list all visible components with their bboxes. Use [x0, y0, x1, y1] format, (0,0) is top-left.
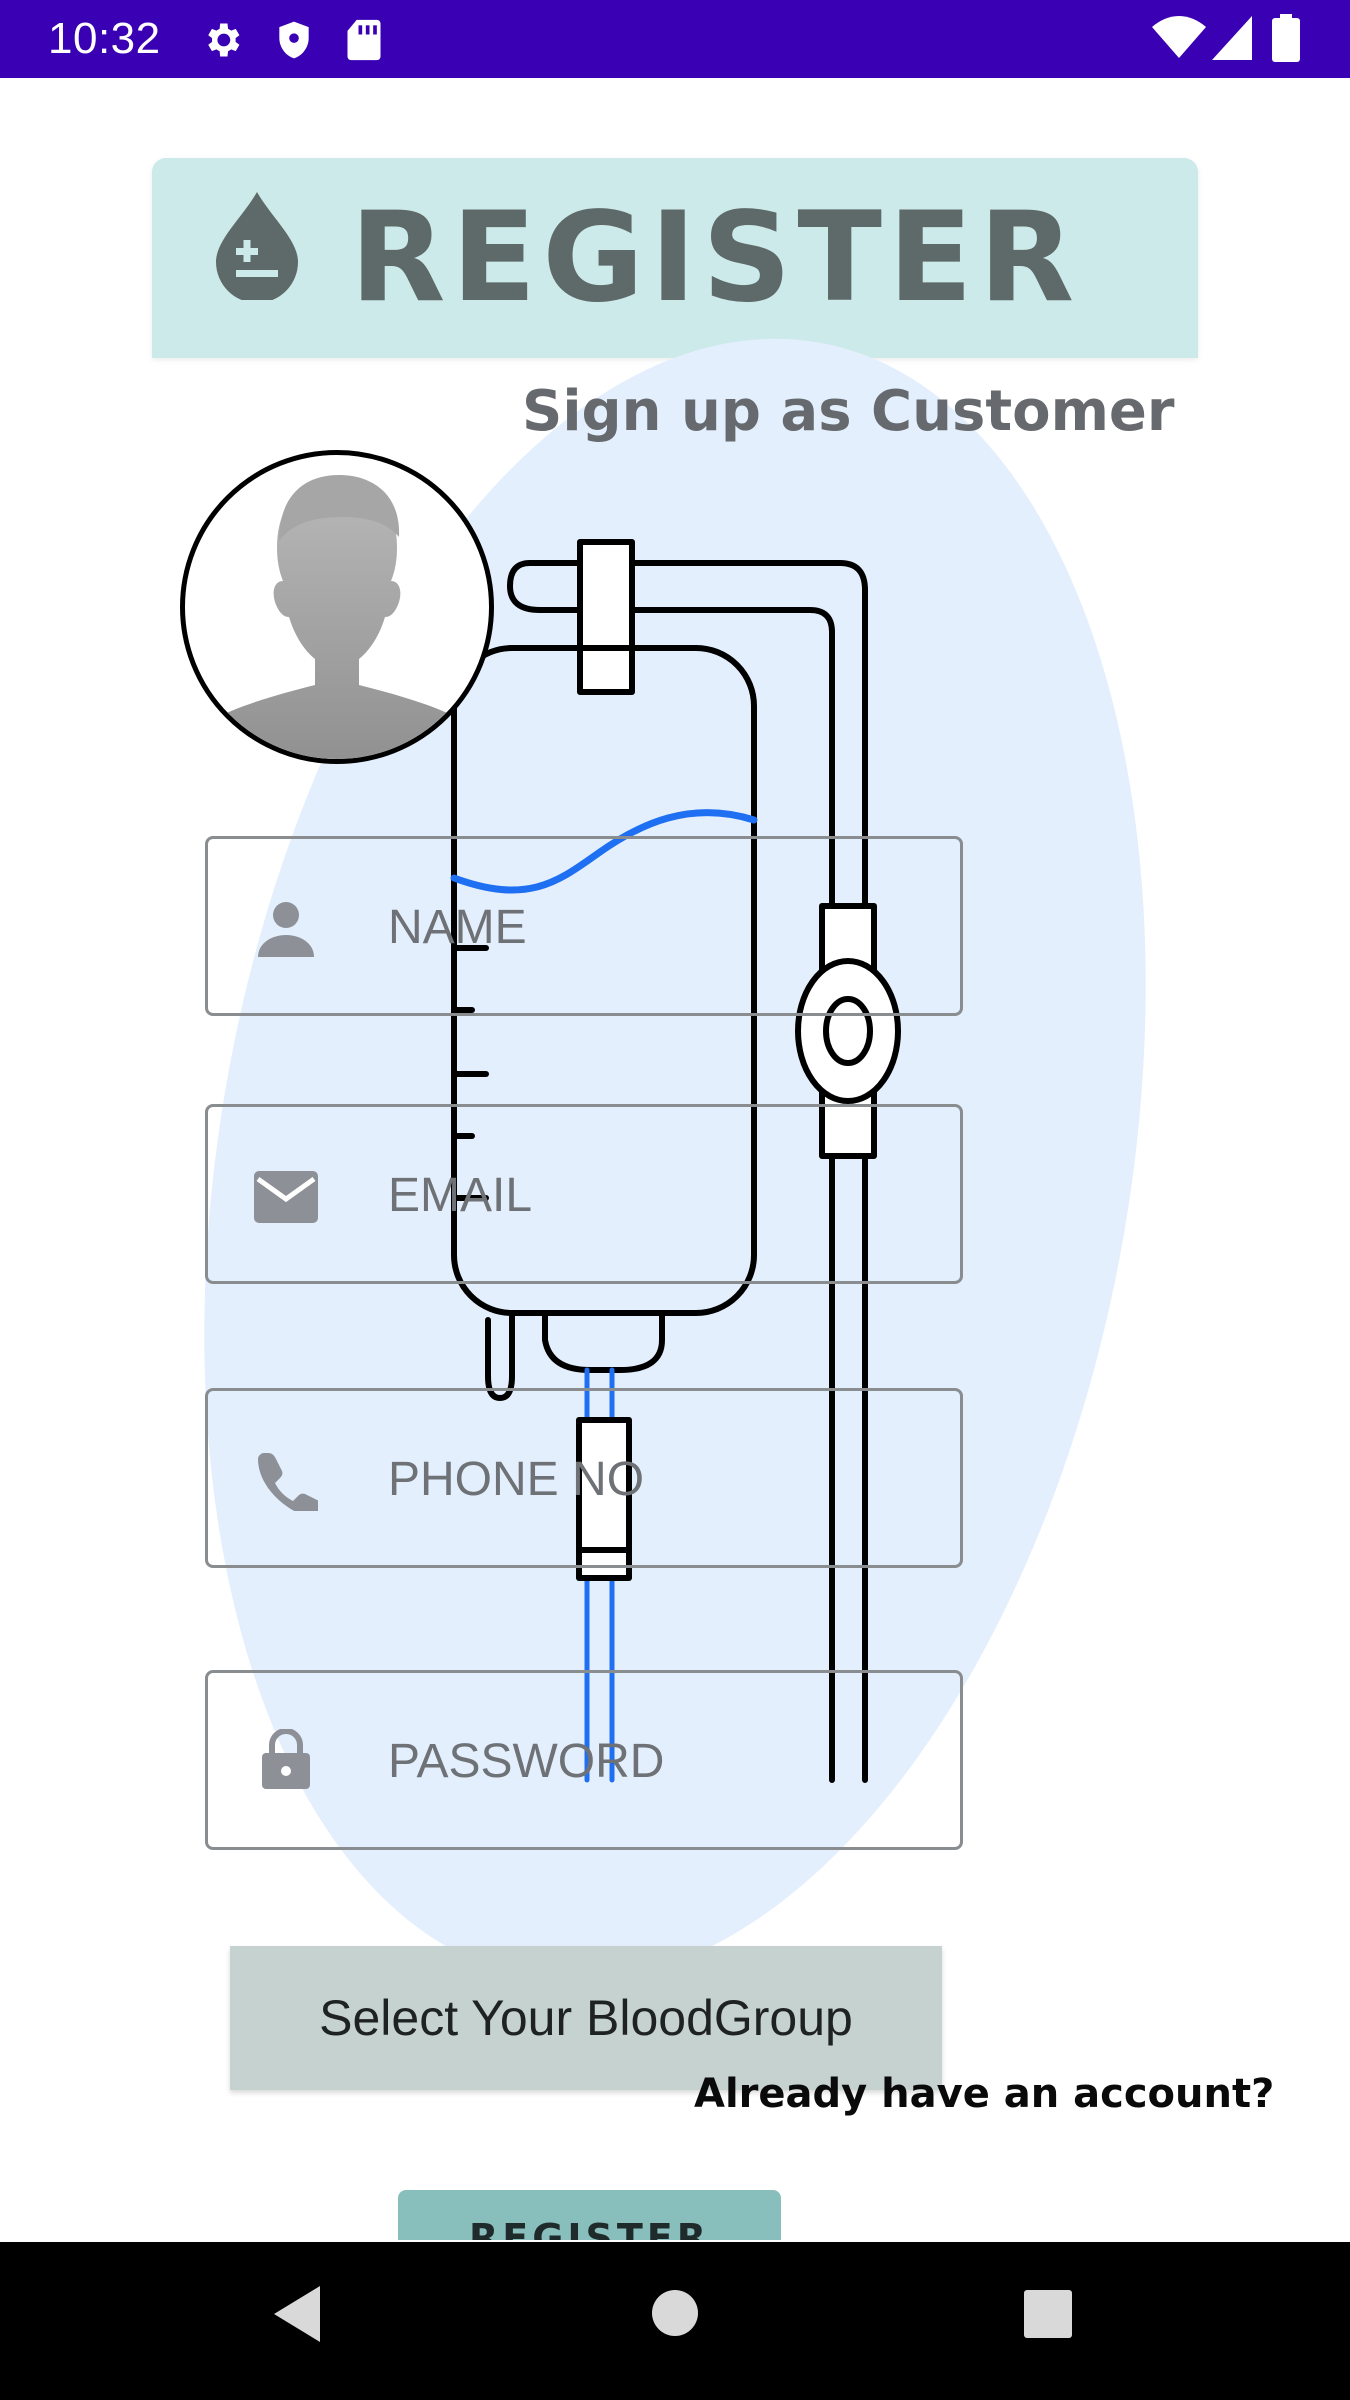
email-input[interactable]: EMAIL: [388, 1167, 532, 1225]
already-have-account-link[interactable]: Already have an account?: [694, 2074, 1274, 2114]
navigation-bar: [0, 2242, 1350, 2400]
battery-icon: [1272, 14, 1300, 62]
cell-signal-icon: [1212, 16, 1252, 60]
back-icon[interactable]: [268, 2282, 324, 2346]
gear-icon: [200, 18, 244, 62]
phone-input[interactable]: PHONE NO: [388, 1451, 644, 1509]
register-header: REGISTER: [152, 158, 1198, 358]
select-blood-group-button[interactable]: Select Your BloodGroup: [230, 1946, 942, 2090]
default-person-avatar-icon: [185, 455, 489, 759]
avatar[interactable]: [180, 450, 494, 764]
blood-drop-plus-icon: [212, 188, 302, 300]
password-field[interactable]: PASSWORD: [205, 1670, 963, 1850]
register-button[interactable]: REGISTER: [398, 2190, 781, 2240]
password-input[interactable]: PASSWORD: [388, 1733, 664, 1791]
phone-field[interactable]: PHONE NO: [205, 1388, 963, 1568]
sd-card-icon: [344, 18, 384, 62]
name-input[interactable]: NAME: [388, 899, 527, 957]
register-button-label: REGISTER: [398, 2216, 781, 2240]
shield-icon: [272, 18, 316, 62]
lock-icon: [254, 1729, 318, 1789]
phone-icon: [254, 1451, 318, 1511]
wifi-icon: [1152, 16, 1206, 60]
email-field[interactable]: EMAIL: [205, 1104, 963, 1284]
mail-icon: [254, 1167, 318, 1227]
subtitle: Sign up as Customer: [522, 384, 1175, 440]
name-field[interactable]: NAME: [205, 836, 963, 1016]
page-title: REGISTER: [350, 196, 1080, 320]
home-icon[interactable]: [650, 2288, 700, 2338]
recents-icon[interactable]: [1022, 2288, 1074, 2340]
status-time: 10:32: [48, 14, 161, 64]
person-icon: [254, 899, 318, 959]
status-bar: 10:32: [0, 0, 1350, 78]
